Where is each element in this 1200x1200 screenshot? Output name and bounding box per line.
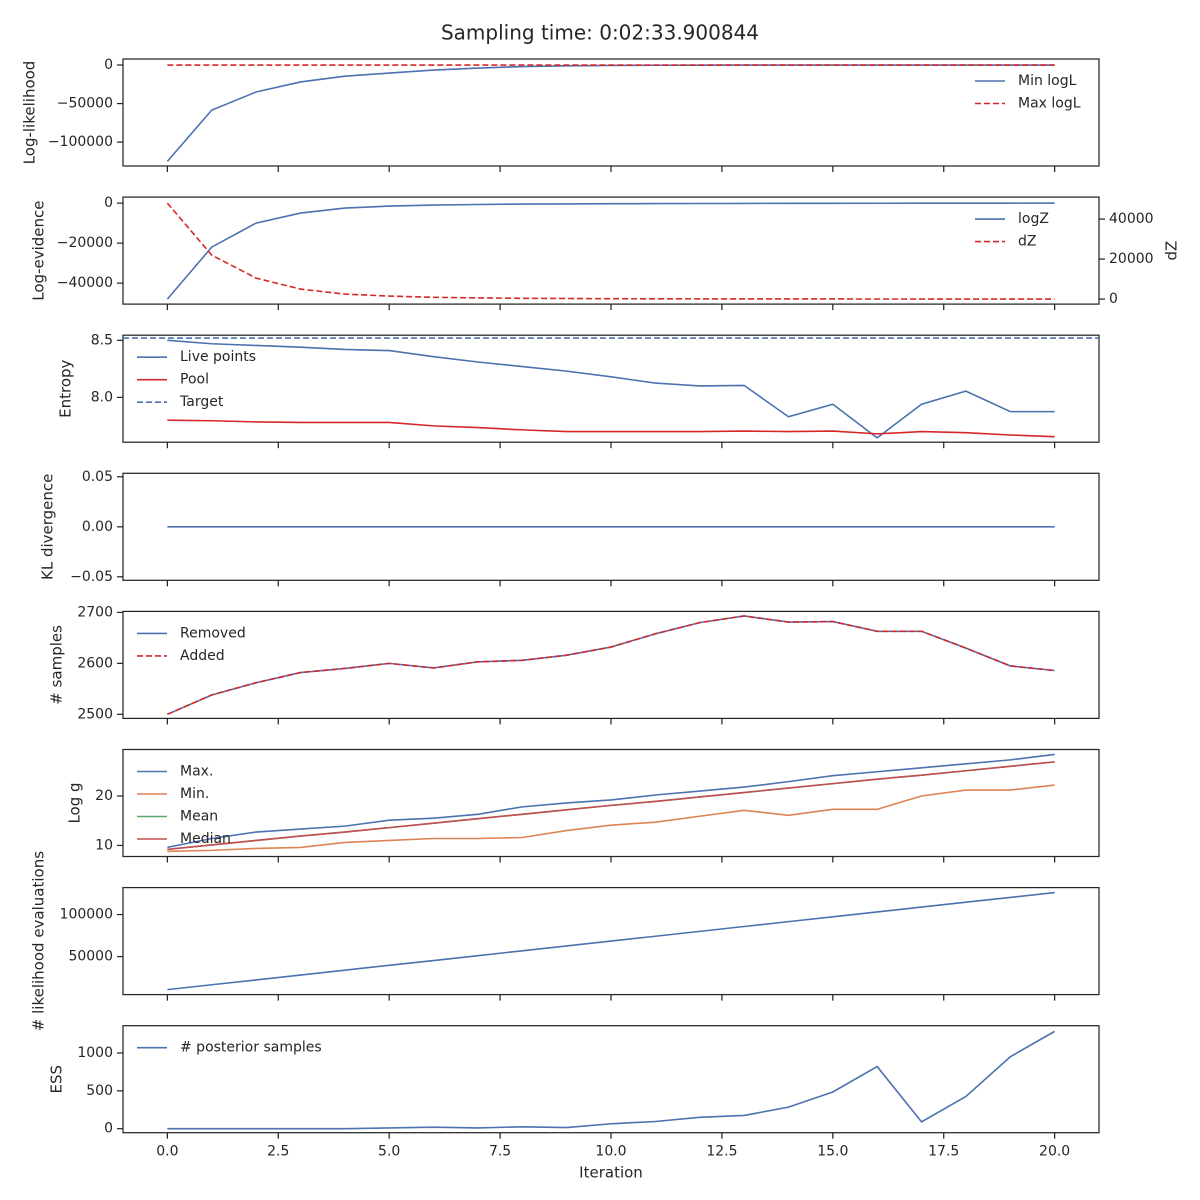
series-line <box>167 784 1055 853</box>
legend-label: Min logL <box>1018 73 1077 89</box>
legend-label: Median <box>180 831 231 847</box>
legend-label: # posterior samples <box>180 1040 322 1056</box>
y-tick-label: −100000 <box>48 134 113 150</box>
y-tick-label: 0.05 <box>82 469 113 485</box>
y-tick-label: −50000 <box>57 96 113 112</box>
series-line <box>167 761 1055 851</box>
y-tick-label: 0 <box>104 195 113 211</box>
y-axis-label: KL divergence <box>39 474 57 580</box>
y-tick-label: 0 <box>104 57 113 73</box>
x-tick-label: 2.5 <box>267 1144 289 1160</box>
legend-label: Min. <box>180 786 209 802</box>
y-tick-label: 2500 <box>77 706 113 722</box>
y-tick-label: 0 <box>104 1121 113 1137</box>
x-tick-label: 12.5 <box>706 1144 737 1160</box>
legend-label: Max logL <box>1018 96 1081 112</box>
y-axis-label: ESS <box>48 1065 66 1094</box>
axes-frame <box>122 610 1100 720</box>
legend-label: Target <box>179 394 224 410</box>
y-tick-label: −20000 <box>57 235 113 251</box>
y-axis-label: Log g <box>66 782 84 823</box>
y-tick-label: 500 <box>86 1083 113 1099</box>
series-line <box>166 202 1055 300</box>
series-line <box>166 64 1055 162</box>
legend-label: Added <box>180 648 225 664</box>
y-tick-label: 2700 <box>77 604 113 620</box>
y-tick-label: 20 <box>95 788 113 804</box>
axes-frame <box>122 196 1100 305</box>
legend-label: dZ <box>1018 234 1036 250</box>
figure-title: Sampling time: 0:02:33.900844 <box>441 21 759 45</box>
series-line <box>167 615 1055 716</box>
y-axis-label: Entropy <box>57 359 75 417</box>
series-line <box>167 753 1055 849</box>
x-tick-label: 17.5 <box>928 1144 959 1160</box>
y2-tick-label: 0 <box>1109 291 1118 307</box>
series-line <box>166 202 1055 300</box>
x-tick-label: 10.0 <box>595 1144 626 1160</box>
series-line <box>167 1030 1056 1130</box>
series-line <box>167 419 1055 438</box>
axes-frame <box>122 58 1100 167</box>
y-tick-label: 8.0 <box>91 389 113 405</box>
legend-label: Mean <box>180 809 218 825</box>
y-tick-label: 50000 <box>68 949 113 965</box>
x-tick-label: 15.0 <box>817 1144 848 1160</box>
y-axis-label: # samples <box>48 625 66 705</box>
legend-label: Live points <box>180 349 256 365</box>
y2-tick-label: 40000 <box>1109 211 1154 227</box>
y2-tick-label: 20000 <box>1109 251 1154 267</box>
y-tick-label: −40000 <box>57 275 113 291</box>
legend-label: logZ <box>1018 211 1049 227</box>
y-tick-label: 100000 <box>60 907 113 923</box>
series-line <box>167 891 1055 991</box>
x-axis-label: Iteration <box>579 1164 643 1182</box>
y-axis-label: Log-evidence <box>30 200 48 300</box>
y-axis-label: # likelihood evaluations <box>30 851 48 1031</box>
y-tick-label: 8.5 <box>91 332 113 348</box>
y-tick-label: 0.00 <box>82 519 113 535</box>
axes-frame <box>122 334 1100 443</box>
y2-axis-label: dZ <box>1163 241 1181 261</box>
legend-label: Removed <box>180 625 246 641</box>
legend-label: Pool <box>180 372 209 388</box>
y-axis-label: Log-likelihood <box>21 61 39 165</box>
x-tick-label: 20.0 <box>1039 1144 1070 1160</box>
y-tick-label: 2600 <box>77 655 113 671</box>
y-tick-label: 10 <box>95 837 113 853</box>
legend-label: Max. <box>180 764 213 780</box>
x-tick-label: 7.5 <box>489 1144 511 1160</box>
series-line <box>167 339 1055 439</box>
x-tick-label: 0.0 <box>156 1144 178 1160</box>
x-tick-label: 5.0 <box>378 1144 400 1160</box>
y-tick-label: 1000 <box>77 1045 113 1061</box>
y-tick-label: −0.05 <box>70 569 113 585</box>
